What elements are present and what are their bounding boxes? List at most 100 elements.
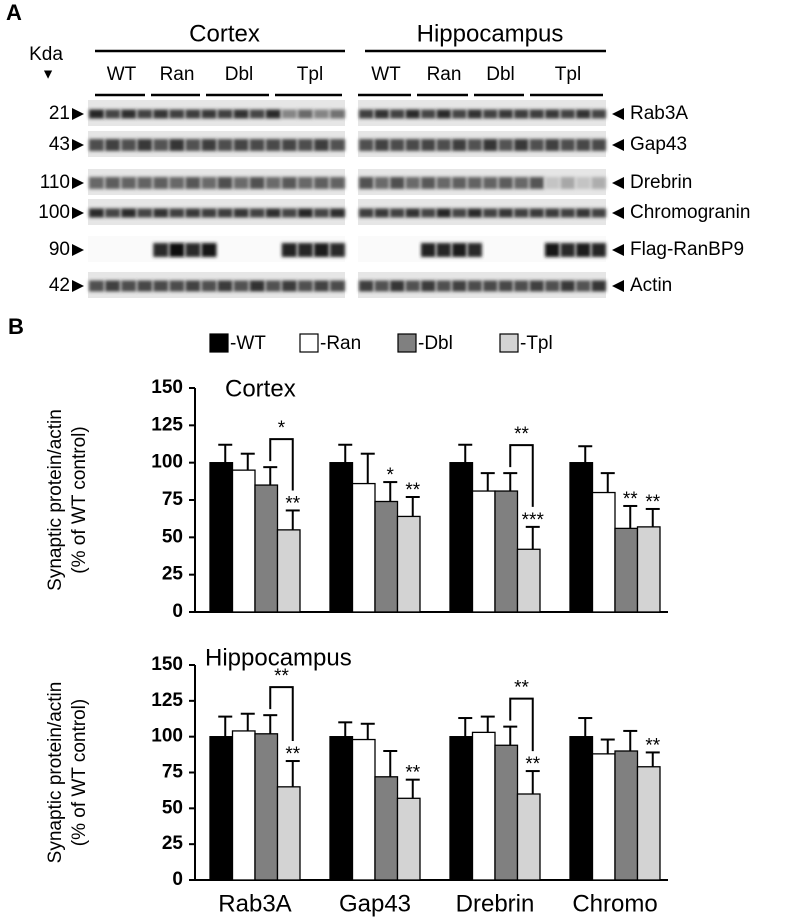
blot-band xyxy=(169,177,185,189)
blot-band xyxy=(576,139,591,151)
significance-label: ** xyxy=(274,666,289,687)
blot-band xyxy=(217,109,233,119)
y-tick-label: 125 xyxy=(151,414,183,435)
blot-band xyxy=(576,109,591,119)
group-label: Dbl xyxy=(486,64,515,85)
blot-band xyxy=(89,109,105,119)
error-bar xyxy=(240,452,255,471)
bar xyxy=(516,793,541,881)
region-label: Cortex xyxy=(189,20,260,47)
blot-band xyxy=(137,139,153,151)
error-bar xyxy=(218,715,233,737)
blot-band xyxy=(281,139,297,151)
error-bar xyxy=(600,472,615,493)
blot-band xyxy=(467,139,482,151)
blot-band xyxy=(281,280,297,292)
error-bar xyxy=(263,714,278,734)
y-axis-label: (% of WT control) xyxy=(69,426,90,573)
blot-band xyxy=(185,243,201,257)
blot-band xyxy=(185,109,201,119)
y-tick-label: 50 xyxy=(162,797,183,818)
bar xyxy=(254,484,279,613)
blot-band xyxy=(498,109,513,119)
bar xyxy=(209,462,234,613)
bar xyxy=(449,462,474,613)
blot-band xyxy=(560,139,575,151)
blot-band xyxy=(201,208,217,218)
blot-band xyxy=(467,280,482,292)
blot-band xyxy=(498,280,513,292)
legend-swatch xyxy=(209,333,229,353)
error-bar xyxy=(480,715,495,733)
blot-band xyxy=(529,109,544,119)
blot-band xyxy=(329,109,345,119)
legend-label: -WT xyxy=(230,333,266,354)
kda-marker: 42 xyxy=(49,275,70,296)
blot-band xyxy=(436,139,451,151)
group-label: Tpl xyxy=(297,64,323,85)
blot-band xyxy=(185,139,201,151)
bar xyxy=(276,529,301,613)
blot-band xyxy=(153,109,169,119)
error-bar xyxy=(218,443,233,463)
blot-band xyxy=(452,109,467,119)
bar xyxy=(471,731,496,881)
legend-label: -Tpl xyxy=(520,333,553,354)
x-tick-label: Rab3A xyxy=(218,890,291,917)
blot-band xyxy=(452,177,467,189)
blot-band xyxy=(297,280,313,292)
legend-label: -Ran xyxy=(320,333,361,354)
blot-band xyxy=(201,109,217,119)
blot-band xyxy=(105,139,121,151)
blot-band xyxy=(153,208,169,218)
blot-band xyxy=(121,208,137,218)
kda-marker: 43 xyxy=(49,134,70,155)
marker-arrow xyxy=(72,207,84,219)
blot-band xyxy=(436,208,451,218)
bar xyxy=(449,736,474,881)
y-tick-label: 125 xyxy=(151,690,183,711)
blot-band xyxy=(514,208,529,218)
blot-band xyxy=(545,208,560,218)
blot-band xyxy=(467,243,482,257)
kda-marker: 110 xyxy=(40,172,70,193)
blot-band xyxy=(436,109,451,119)
y-tick-label: 100 xyxy=(151,452,183,473)
legend-swatch xyxy=(499,333,519,353)
blot-band xyxy=(405,109,420,119)
blot-band xyxy=(560,280,575,292)
blot-band xyxy=(281,177,297,189)
y-tick-label: 25 xyxy=(162,833,184,854)
bar xyxy=(276,786,301,881)
legend-swatch xyxy=(397,333,417,353)
blot-band xyxy=(169,208,185,218)
error-bar xyxy=(623,504,638,529)
protein-arrow xyxy=(612,139,624,151)
bar xyxy=(374,500,399,613)
significance-label: ** xyxy=(645,492,660,513)
significance-label: ** xyxy=(623,489,638,510)
significance-bracket xyxy=(269,438,294,491)
marker-arrow xyxy=(72,108,84,120)
bar xyxy=(231,469,256,613)
blot-band xyxy=(153,280,169,292)
bar xyxy=(374,776,399,881)
bar xyxy=(494,744,519,881)
blot-band xyxy=(529,208,544,218)
blot-band xyxy=(421,177,436,189)
significance-label: * xyxy=(387,465,395,486)
error-bar xyxy=(405,778,420,799)
blot-band xyxy=(421,109,436,119)
blot-band xyxy=(374,177,389,189)
blot-band xyxy=(137,208,153,218)
blot-band xyxy=(249,177,265,189)
marker-arrow xyxy=(72,280,84,292)
y-axis-label: (% of WT control) xyxy=(69,699,90,846)
error-bar xyxy=(525,770,540,794)
blot-band xyxy=(249,109,265,119)
y-tick-label: 0 xyxy=(172,601,183,622)
bar xyxy=(351,738,376,881)
blot-band xyxy=(121,139,137,151)
protein-arrow xyxy=(612,207,624,219)
blot-band xyxy=(529,139,544,151)
